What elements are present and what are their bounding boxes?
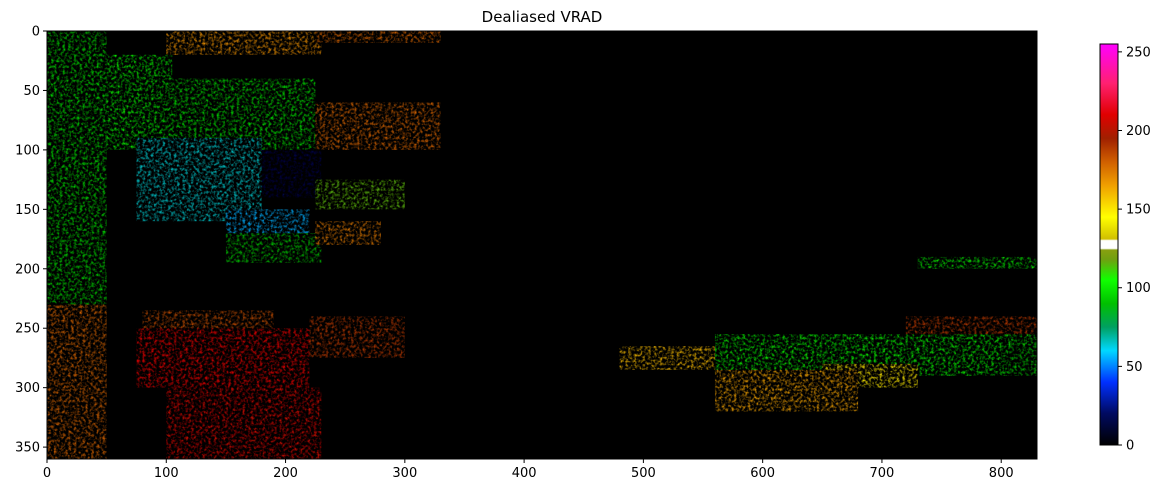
x-tick-label: 100: [154, 466, 179, 481]
y-tick-label: 200: [15, 262, 40, 277]
y-tick-label: 300: [15, 381, 40, 396]
heatmap-region-7: [261, 149, 322, 198]
x-tick-label: 700: [870, 466, 895, 481]
x-tick-label: 500: [631, 466, 656, 481]
y-axis: 0 50 100 150 200 250 300 350: [15, 25, 47, 456]
x-tick-label: 800: [989, 466, 1014, 481]
x-tick-label: 0: [43, 466, 51, 481]
heatmap-region-6: [136, 138, 262, 222]
colorbar-axis: 0 50 100 150 200 250: [1118, 45, 1151, 454]
plot-frame: [46, 30, 1038, 460]
heatmap-region-2: [47, 31, 107, 305]
heatmap-region-15: [166, 387, 322, 459]
heatmap-region-11: [315, 221, 381, 245]
heatmap-region-17: [619, 346, 715, 370]
heatmap-cells: [47, 31, 1037, 459]
x-tick-label: 400: [512, 466, 537, 481]
x-axis: 0 100 200 300 400 500 600 700 800: [43, 459, 1014, 481]
y-tick-label: 0: [32, 25, 40, 40]
heatmap-region-8: [315, 179, 405, 210]
x-tick-label: 200: [273, 466, 298, 481]
y-tick-label: 100: [15, 143, 40, 158]
heatmap-region-22: [1001, 346, 1037, 376]
x-tick-label: 300: [392, 466, 417, 481]
heatmap-region-5: [315, 102, 441, 150]
chart-title: Dealiased VRAD: [482, 8, 603, 26]
colorbar-tick-label: 150: [1126, 203, 1151, 218]
heatmap-region-1: [315, 31, 441, 43]
colorbar-tick-label: 250: [1126, 45, 1151, 60]
heatmap-region-14: [136, 328, 310, 388]
heatmap-region-0: [166, 31, 322, 55]
heatmap-region-12: [47, 304, 107, 459]
x-tick-label: 600: [750, 466, 775, 481]
y-tick-label: 250: [15, 322, 40, 337]
colorbar-tick-label: 50: [1126, 360, 1143, 375]
colorbar: [1099, 43, 1119, 446]
heatmap-region-21: [905, 316, 1037, 335]
heatmap-region-23: [917, 256, 1037, 269]
y-tick-label: 150: [15, 203, 40, 218]
heatmap-region-10: [225, 233, 322, 263]
y-tick-label: 50: [23, 84, 40, 99]
heatmap-region-16: [309, 316, 405, 358]
colorbar-tick-label: 0: [1126, 439, 1134, 454]
colorbar-tick-label: 100: [1126, 281, 1151, 296]
heatmap-region-20: [714, 369, 859, 412]
y-tick-label: 350: [15, 441, 40, 456]
colorbar-tick-label: 200: [1126, 124, 1151, 139]
